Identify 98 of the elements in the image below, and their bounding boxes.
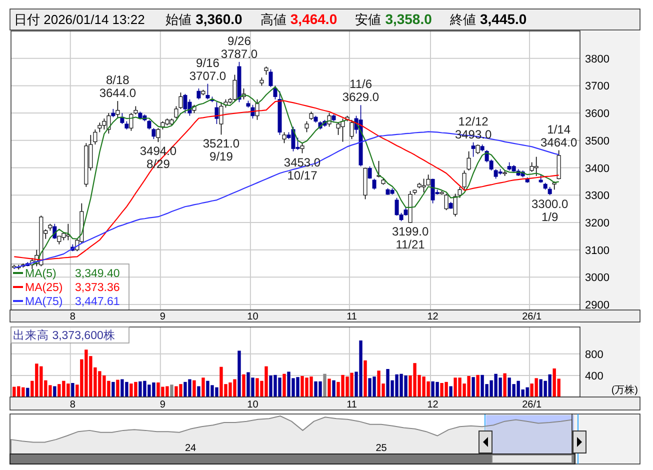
y-axis-title: (万株) — [611, 384, 638, 396]
bar — [170, 384, 174, 397]
candlestick — [300, 142, 304, 154]
x-tick-label: 26/1 — [522, 312, 542, 322]
y-tick-label: 3700 — [585, 80, 610, 93]
candlestick — [156, 128, 160, 142]
y-tick-label: 3100 — [585, 244, 610, 257]
candlestick — [350, 119, 354, 140]
bar — [282, 374, 286, 397]
x-tick-label: 8 — [70, 312, 76, 322]
y-tick-label: 3800 — [585, 53, 610, 66]
bar — [192, 380, 196, 397]
bar — [116, 380, 120, 397]
text: 安値 3,358.0 — [355, 11, 432, 27]
y-tick-label: 3300 — [585, 190, 610, 202]
candlestick — [304, 120, 309, 133]
candlestick — [255, 98, 260, 120]
x-tick-label: 24 — [184, 443, 197, 454]
bar — [242, 374, 246, 397]
candlestick — [372, 178, 376, 190]
candlestick — [462, 170, 466, 190]
y-tick-label: 800 — [585, 348, 604, 361]
annotation: 8/18 3644.0 — [99, 73, 136, 100]
candlestick — [268, 68, 273, 88]
candlestick — [183, 94, 188, 114]
bar — [503, 373, 506, 397]
bar — [71, 383, 74, 397]
x-tick-label: 9 — [160, 400, 166, 410]
candlestick — [453, 193, 458, 217]
bar — [364, 360, 367, 397]
y-tick-label: 3000 — [585, 272, 610, 284]
x-tick-label: 8 — [70, 400, 76, 410]
candlestick — [206, 83, 210, 100]
candlestick — [250, 104, 255, 119]
bar — [202, 378, 205, 397]
candlestick — [116, 100, 120, 119]
y-tick-label: 3500 — [585, 135, 610, 148]
candlestick — [93, 129, 98, 145]
candlestick — [98, 122, 102, 133]
candlestick — [476, 144, 480, 154]
candlestick — [466, 150, 471, 171]
candlestick — [273, 85, 278, 100]
candlestick — [458, 186, 462, 198]
candlestick — [219, 102, 224, 136]
annotation: 11/6 3629.0 — [342, 77, 380, 104]
candlestick — [534, 156, 538, 176]
text: 日付 2026/01/14 13:22 — [14, 12, 145, 27]
annotation: 3300.0 1/9 — [531, 197, 569, 224]
candlestick — [147, 119, 152, 130]
x-tick-label: 11 — [346, 312, 358, 322]
legend-label: MA(25) 3,373.36 — [25, 282, 120, 294]
bar — [472, 377, 475, 397]
y-tick-label: 3400 — [585, 162, 610, 175]
bar — [197, 386, 200, 397]
candlestick — [174, 106, 178, 119]
x-tick-label: 11 — [346, 400, 358, 410]
y-tick-label: 3200 — [585, 217, 610, 230]
x-tick-label: 26/1 — [522, 400, 542, 410]
candlestick — [152, 128, 156, 140]
candlestick — [196, 88, 201, 100]
text: 終値 3,445.0 — [449, 11, 527, 27]
x-tick-label: 9 — [160, 312, 166, 322]
bar — [26, 388, 30, 397]
annotation: 3453.0 10/17 — [284, 155, 321, 182]
text: MA(5) 3,349.40 — [25, 268, 120, 280]
annotation: 3521.0 9/19 — [202, 136, 240, 164]
candlestick — [444, 193, 448, 211]
annotation: 9/26 3787.0 — [220, 34, 258, 61]
text: 高値 3,464.0 — [260, 11, 338, 27]
candlestick — [52, 223, 57, 240]
bar — [332, 380, 336, 397]
x-tick-label: 12 — [427, 312, 439, 322]
candlestick — [178, 92, 183, 110]
bar — [476, 374, 480, 397]
x-tick-label: 12 — [427, 400, 439, 410]
bar — [112, 382, 115, 397]
candlestick — [282, 132, 286, 144]
chart-title: 出来高 3,373,600株 — [13, 328, 116, 342]
candlestick — [214, 102, 219, 124]
bar — [449, 386, 452, 397]
bar — [323, 374, 326, 397]
bar — [328, 378, 331, 397]
candlestick — [556, 150, 561, 180]
y-tick-label: 3600 — [585, 108, 610, 120]
candlestick — [471, 142, 476, 158]
x-tick-label: 25 — [376, 443, 388, 454]
annotation: 3199.0 11/21 — [392, 224, 429, 252]
bar — [53, 386, 56, 397]
y-tick-label: 2900 — [585, 300, 610, 312]
legend-label: MA(75) 3,447.61 — [25, 296, 120, 308]
annotation: 1/14 3464.0 — [540, 122, 578, 150]
candlestick — [327, 112, 332, 128]
x-tick-label: 10 — [247, 400, 259, 410]
y-tick-label: 400 — [585, 370, 604, 382]
candlestick — [368, 166, 372, 180]
bar — [238, 350, 241, 397]
x-tick-label: 10 — [247, 312, 259, 322]
text: 始値 3,360.0 — [166, 11, 243, 27]
